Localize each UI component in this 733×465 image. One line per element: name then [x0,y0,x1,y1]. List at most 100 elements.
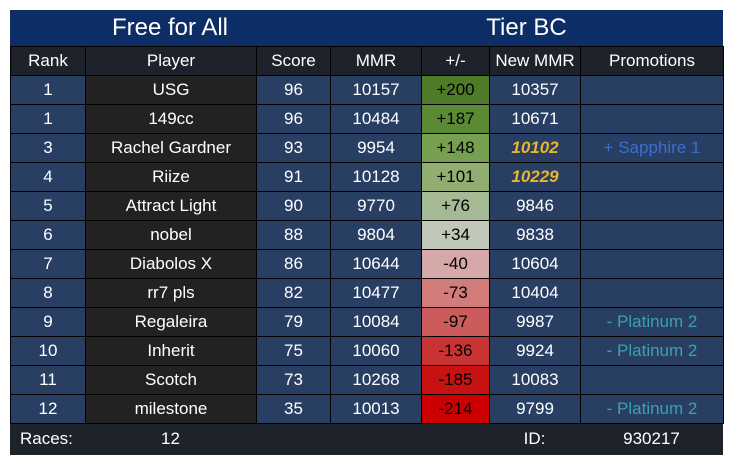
promotion-cell [580,278,724,308]
table-row: 6 nobel 88 9804 +34 9838 [10,220,724,250]
table-row: 10 Inherit 75 10060 -136 9924- Platinum 2 [10,336,724,366]
mode-title: Free for All [111,14,229,41]
column-header: Player [85,46,257,76]
score-cell: 35 [256,394,331,424]
rank-cell: 4 [10,162,86,192]
new-mmr-cell: 9846 [489,191,581,221]
promotion-cell [580,104,724,134]
delta-cell: -185 [421,365,490,395]
mmr-cell: 9954 [330,133,422,163]
table-row: 9 Regaleira 79 10084 -97 9987- Platinum 2 [10,307,724,337]
new-mmr-cell: 10671 [489,104,581,134]
mmr-cell: 10013 [330,394,422,424]
promotion-cell [580,365,724,395]
promotion-cell [580,191,724,221]
new-mmr-cell: 9838 [489,220,581,250]
delta-cell: -214 [421,394,490,424]
new-mmr-cell: 10083 [489,365,581,395]
table-row: 3 Rachel Gardner 93 9954 +148 10102 + Sapphire… [10,133,724,163]
id-label: ID: [523,429,546,448]
table-row: 7 Diabolos X 86 10644 -40 10604 [10,249,724,279]
delta-cell: +200 [421,75,490,105]
mmr-cell: 10644 [330,249,422,279]
table-row: 4 Riize 91 10128 +101 10229 [10,162,724,192]
promotion-cell [580,75,724,105]
player-cell: Regaleira [85,307,257,337]
score-cell: 79 [256,307,331,337]
delta-cell: -97 [421,307,490,337]
rank-cell: 8 [10,278,86,308]
score-cell: 90 [256,191,331,221]
table-row: 1 149cc 96 10484 +187 10671 [10,104,724,134]
score-cell: 96 [256,75,331,105]
table-row: 5 Attract Light 90 9770 +76 9846 [10,191,724,221]
id-value: 930217 [623,429,680,448]
rank-cell: 1 [10,104,86,134]
new-mmr-cell: 9799 [489,394,581,424]
column-header: +/- [421,46,490,76]
new-mmr-cell: 10604 [489,249,581,279]
new-mmr-cell: 10404 [489,278,581,308]
mmr-cell: 10157 [330,75,422,105]
player-cell: 149cc [85,104,257,134]
mmr-cell: 10484 [330,104,422,134]
results-table: Rank Player Score MMR +/- New MMR Promotions 1… [10,46,724,424]
column-header: MMR [330,46,422,76]
column-header: Score [256,46,331,76]
table-row: 11 Scotch 73 10268 -185 10083 [10,365,724,395]
tier-title: Tier BC [486,14,567,41]
header: Free for All Tier BC [10,10,723,46]
score-cell: 88 [256,220,331,250]
new-mmr-cell: 10102 [489,133,581,163]
delta-cell: +34 [421,220,490,250]
new-mmr-cell: 9924 [489,336,581,366]
score-cell: 96 [256,104,331,134]
rank-cell: 1 [10,75,86,105]
rank-cell: 5 [10,191,86,221]
footer: Races: 12 ID: 930217 [10,424,723,454]
column-header: New MMR [489,46,581,76]
mmr-cell: 10128 [330,162,422,192]
column-headers: Rank Player Score MMR +/- New MMR Promotions [10,46,724,76]
table-row: 1 USG 96 10157 +200 10357 [10,75,724,105]
score-cell: 91 [256,162,331,192]
player-cell: Rachel Gardner [85,133,257,163]
races-value: 12 [161,429,180,448]
player-cell: Attract Light [85,191,257,221]
player-cell: Riize [85,162,257,192]
mmr-cell: 10268 [330,365,422,395]
player-cell: nobel [85,220,257,250]
column-header: Promotions [580,46,724,76]
promotion-cell: + Sapphire 1 [580,133,724,163]
table-row: 12 milestone 35 10013 -214 9799- Platinum 2 [10,394,724,424]
mmr-cell: 10477 [330,278,422,308]
delta-cell: +148 [421,133,490,163]
rank-cell: 10 [10,336,86,366]
table-row: 8 rr7 pls 82 10477 -73 10404 [10,278,724,308]
table-body: 1 USG 96 10157 +200 10357 1 149cc 96 10484 +187 106… [10,75,724,424]
delta-cell: +76 [421,191,490,221]
mmr-cell: 9770 [330,191,422,221]
promotion-cell: - Platinum 2 [580,336,724,366]
new-mmr-cell: 9987 [489,307,581,337]
player-cell: USG [85,75,257,105]
rank-cell: 12 [10,394,86,424]
player-cell: Inherit [85,336,257,366]
rank-cell: 6 [10,220,86,250]
results-card: Free for All Tier BC Rank Player Score MMR +… [10,10,724,455]
mmr-cell: 9804 [330,220,422,250]
score-cell: 82 [256,278,331,308]
player-cell: rr7 pls [85,278,257,308]
column-header: Rank [10,46,86,76]
mmr-cell: 10060 [330,336,422,366]
delta-cell: +187 [421,104,490,134]
player-cell: milestone [85,394,257,424]
delta-cell: -73 [421,278,490,308]
score-cell: 73 [256,365,331,395]
promotion-cell [580,249,724,279]
rank-cell: 11 [10,365,86,395]
delta-cell: -40 [421,249,490,279]
promotion-cell [580,220,724,250]
player-cell: Scotch [85,365,257,395]
